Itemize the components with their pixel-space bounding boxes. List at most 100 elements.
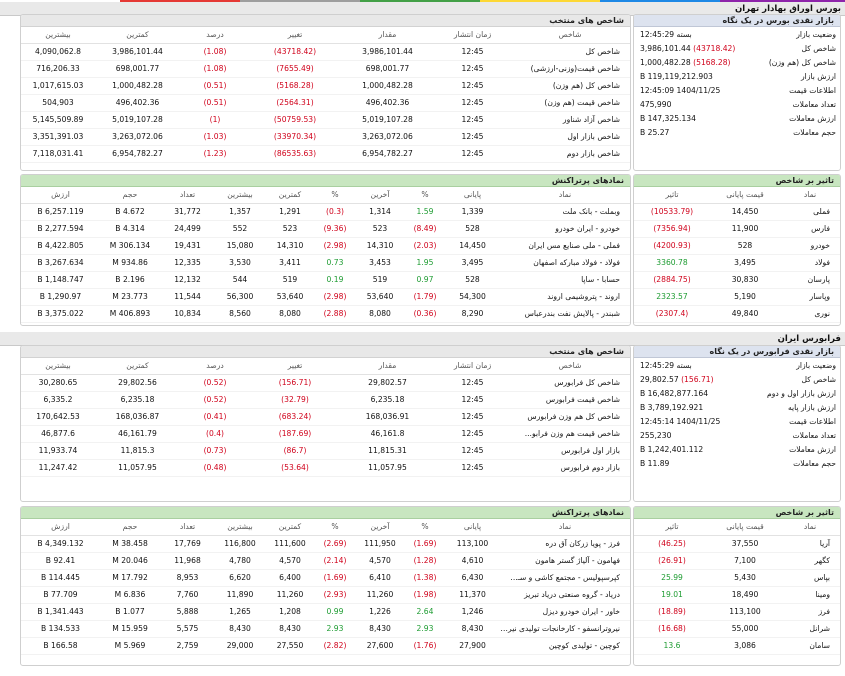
symbol-row[interactable]: کپرسپولیس - مجتمع کاشی و سـ... 6,430 (1.38… bbox=[21, 569, 630, 587]
symbol-row[interactable]: حسابا - ساپا 528 0.97 519 0.19 519 544 12,132 2.… bbox=[21, 271, 630, 289]
index-percent: (1.23) bbox=[180, 145, 250, 163]
index-percent: (0.51) bbox=[180, 94, 250, 112]
impact-symbol[interactable]: وپاسار bbox=[780, 288, 840, 306]
impact-row[interactable]: آریا 37,550 (46.25) bbox=[634, 535, 840, 553]
impact-price: 37,550 bbox=[710, 535, 780, 553]
index-value: 6,235.18 bbox=[340, 391, 435, 409]
impact-row[interactable]: پارسان 30,830 (2884.75) bbox=[634, 271, 840, 289]
index-row[interactable]: شاخص قیمت (هم وزن) 12:45 496,402.36 (2564.3… bbox=[21, 94, 630, 112]
symbol-row[interactable]: شبندر - پالایش نفت بندرعباس 8,290 (0.36) 8,… bbox=[21, 305, 630, 323]
symbol-name[interactable]: کوچین - تولیدی کوچین bbox=[500, 637, 630, 655]
index-min: 29,802.56 bbox=[95, 374, 180, 392]
market-row: شاخص کل (هم وزن) (5168.28) 1,000,482.28 bbox=[634, 55, 840, 69]
market-row: وضعیت بازار بسته 12:45:29 bbox=[634, 27, 840, 41]
symbol-name[interactable]: خاور - ایران خودرو دیزل bbox=[500, 603, 630, 621]
symbol-name[interactable]: فولاد - فولاد مبارکه اصفهان bbox=[500, 254, 630, 272]
impact-row[interactable]: کگهر 7,100 (26.91) bbox=[634, 552, 840, 570]
impact-symbol[interactable]: شرانل bbox=[780, 620, 840, 638]
impact-price: 18,490 bbox=[710, 586, 780, 604]
symbol-row[interactable]: فهامون - آلیاژ گستر هامون 4,610 (1.28) 4,57… bbox=[21, 552, 630, 570]
symbol-count: 12,335 bbox=[160, 254, 215, 272]
market-value-cell: 119,119,212.903 B bbox=[634, 69, 760, 83]
index-time: 12:45 bbox=[435, 94, 510, 112]
symbol-row[interactable]: فملی - ملی صنایع مس ایران 14,450 (2.03) 14,… bbox=[21, 237, 630, 255]
symbol-name[interactable]: فهامون - آلیاژ گستر هامون bbox=[500, 552, 630, 570]
impact-symbol[interactable]: خودرو bbox=[780, 237, 840, 255]
index-max: 6,335.2 bbox=[21, 391, 95, 409]
impact-value: 19.01 bbox=[634, 586, 710, 604]
column-header: قیمت پایانی bbox=[710, 519, 780, 536]
market-value-cell: 3,789,192.921 B bbox=[634, 400, 760, 414]
impact-symbol[interactable]: سامان bbox=[780, 637, 840, 655]
impact-row[interactable]: شرانل 55,000 (16.68) bbox=[634, 620, 840, 638]
impact-symbol[interactable]: فرز bbox=[780, 603, 840, 621]
impact-symbol[interactable]: پارسان bbox=[780, 271, 840, 289]
column-header: ارزش bbox=[21, 187, 100, 204]
index-name: شاخص قیمت(وزنی-ارزشی) bbox=[510, 60, 630, 78]
symbol-row[interactable]: دریاد - گروه صنعتی دریاد تبریز 11,370 (1.9… bbox=[21, 586, 630, 604]
impact-row[interactable]: فولاد 3,495 3360.78 bbox=[634, 254, 840, 272]
symbol-name[interactable]: فملی - ملی صنایع مس ایران bbox=[500, 237, 630, 255]
symbol-name[interactable]: خودرو - ایران خودرو bbox=[500, 220, 630, 238]
index-change: (187.69) bbox=[250, 425, 340, 443]
market-label: ارزش معاملات bbox=[789, 444, 836, 454]
symbol-name[interactable]: نیروترانسفو - کارخانجات تولیدی نیرو... bbox=[500, 620, 630, 638]
index-row[interactable]: شاخص قیمت هم وزن فرابو... 12:45 46,161.8 (1… bbox=[21, 425, 630, 443]
index-row[interactable]: شاخص بازار اول 12:45 3,263,072.06 (33970.34… bbox=[21, 128, 630, 146]
index-value: 29,802.57 bbox=[340, 374, 435, 392]
impact-row[interactable]: ومینا 18,490 19.01 bbox=[634, 586, 840, 604]
index-name: شاخص کل (هم وزن) bbox=[510, 77, 630, 95]
symbol-row[interactable]: خودرو - ایران خودرو 528 (8.49) 523 (9.36) 523… bbox=[21, 220, 630, 238]
impact-symbol[interactable]: فولاد bbox=[780, 254, 840, 272]
symbol-row[interactable]: فولاد - فولاد مبارکه اصفهان 3,495 1.95 3,45… bbox=[21, 254, 630, 272]
index-percent: (0.4) bbox=[180, 425, 250, 443]
index-row[interactable]: شاخص قیمت(وزنی-ارزشی) 12:45 698,001.77 (765… bbox=[21, 60, 630, 78]
index-row[interactable]: شاخص بازار دوم 12:45 6,954,782.27 (86535.63… bbox=[21, 145, 630, 163]
symbol-name[interactable]: وبملت - بانک ملت bbox=[500, 203, 630, 221]
index-row[interactable]: شاخص قیمت فرابورس 12:45 6,235.18 (32.79) (0.… bbox=[21, 391, 630, 409]
column-header: نماد bbox=[780, 519, 840, 536]
index-min: 6,235.18 bbox=[95, 391, 180, 409]
symbol-row[interactable]: خاور - ایران خودرو دیزل 1,246 2.64 1,226 0.9… bbox=[21, 603, 630, 621]
symbol-name[interactable]: شبندر - پالایش نفت بندرعباس bbox=[500, 305, 630, 323]
symbol-row[interactable]: اروند - پتروشیمی اروند 54,300 (1.79) 53,640… bbox=[21, 288, 630, 306]
impact-value: (46.25) bbox=[634, 535, 710, 553]
symbol-row[interactable]: کوچین - تولیدی کوچین 27,900 (1.76) 27,600 (2… bbox=[21, 637, 630, 655]
symbol-row[interactable]: نیروترانسفو - کارخانجات تولیدی نیرو... 8,… bbox=[21, 620, 630, 638]
impact-symbol[interactable]: فارس bbox=[780, 220, 840, 238]
symbol-name[interactable]: کپرسپولیس - مجتمع کاشی و سـ... bbox=[500, 569, 630, 587]
symbol-name[interactable]: فرز - پویا زرکان آق دره bbox=[500, 535, 630, 553]
index-row[interactable]: شاخص کل فرابورس 12:45 29,802.57 (156.71) (0.… bbox=[21, 374, 630, 392]
impact-row[interactable]: وپاسار 5,190 2323.57 bbox=[634, 288, 840, 306]
impact-row[interactable]: نوری 49,840 (2307.4) bbox=[634, 305, 840, 323]
market-label: شاخص کل bbox=[801, 374, 836, 384]
impact-row[interactable]: خودرو 528 (4200.93) bbox=[634, 237, 840, 255]
impact-row[interactable]: فرز 113,100 (18.89) bbox=[634, 603, 840, 621]
index-min: 3,986,101.44 bbox=[95, 43, 180, 61]
impact-symbol[interactable]: فملی bbox=[780, 203, 840, 221]
index-row[interactable]: شاخص کل هم وزن فرابورس 12:45 168,036.91 (68… bbox=[21, 408, 630, 426]
symbol-last: 11,260 bbox=[355, 586, 405, 604]
impact-row[interactable]: فملی 14,450 (10533.79) bbox=[634, 203, 840, 221]
impact-symbol[interactable]: کگهر bbox=[780, 552, 840, 570]
symbol-name[interactable]: اروند - پتروشیمی اروند bbox=[500, 288, 630, 306]
impact-value: (16.68) bbox=[634, 620, 710, 638]
impact-symbol[interactable]: بپاس bbox=[780, 569, 840, 587]
impact-symbol[interactable]: ومینا bbox=[780, 586, 840, 604]
index-row[interactable]: شاخص کل (هم وزن) 12:45 1,000,482.28 (5168.2… bbox=[21, 77, 630, 95]
index-row[interactable]: بازار اول فرابورس 12:45 11,815.31 (86.7) (0.… bbox=[21, 442, 630, 460]
symbol-name[interactable]: دریاد - گروه صنعتی دریاد تبریز bbox=[500, 586, 630, 604]
symbol-row[interactable]: وبملت - بانک ملت 1,339 1.59 1,314 (0.3) 1,291… bbox=[21, 203, 630, 221]
index-row[interactable]: بازار دوم فرابورس 12:45 11,057.95 (53.64) (0… bbox=[21, 459, 630, 477]
impact-symbol[interactable]: نوری bbox=[780, 305, 840, 323]
symbol-name[interactable]: حسابا - ساپا bbox=[500, 271, 630, 289]
index-row[interactable]: شاخص کل 12:45 3,986,101.44 (43718.42) (1.08)… bbox=[21, 43, 630, 61]
impact-row[interactable]: سامان 3,086 13.6 bbox=[634, 637, 840, 655]
impact-row[interactable]: فارس 11,900 (7356.94) bbox=[634, 220, 840, 238]
symbol-row[interactable]: فرز - پویا زرکان آق دره 113,100 (1.69) 111,… bbox=[21, 535, 630, 553]
index-row[interactable]: شاخص آزاد شناور 12:45 5,019,107.28 (50759.5… bbox=[21, 111, 630, 129]
impact-row[interactable]: بپاس 5,430 25.99 bbox=[634, 569, 840, 587]
symbol-max: 8,560 bbox=[215, 305, 265, 323]
impact-symbol[interactable]: آریا bbox=[780, 535, 840, 553]
column-header: مقدار bbox=[340, 358, 435, 375]
